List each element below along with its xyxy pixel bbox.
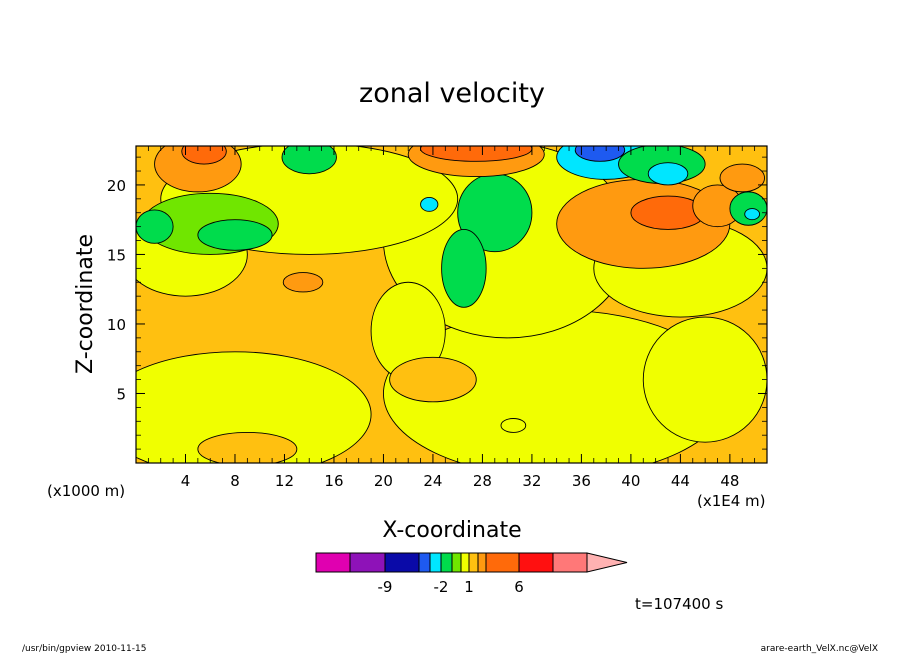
x-tick-label-20: 20	[374, 472, 393, 490]
contour-region-30	[744, 208, 761, 221]
colorbar-label--9: -9	[378, 578, 393, 596]
colorbar-extension-arrow	[586, 552, 628, 573]
y-axis: 5 10 15 20	[107, 156, 767, 450]
colorbar-label--2: -2	[434, 578, 449, 596]
y-tick-label-15: 15	[107, 246, 126, 264]
colorbar-label-1: 1	[464, 578, 474, 596]
contour-region-11	[441, 228, 487, 308]
colorbar-swatch-9	[477, 552, 487, 573]
contour-region-9	[389, 356, 477, 403]
x-tick-label-40: 40	[621, 472, 640, 490]
colorbar-swatch-2	[384, 552, 420, 573]
time-label: t=107400 s	[635, 595, 723, 613]
contour-region-15	[136, 209, 174, 244]
colorbar-swatch-6	[451, 552, 462, 573]
contour-region-27	[647, 162, 689, 186]
contour-region-25	[574, 146, 626, 162]
contour-region-32	[500, 418, 527, 433]
chart-title: zonal velocity	[359, 78, 545, 109]
colorbar-swatch-8	[468, 552, 479, 573]
colorbar-swatch-1	[349, 552, 386, 573]
y-axis-label: Z-coordinate	[73, 234, 98, 374]
x-axis: 4 8 12 16 20 24 28 32 36 40 44 48	[147, 146, 756, 490]
x-tick-label-28: 28	[473, 472, 492, 490]
x-axis-label: X-coordinate	[382, 518, 521, 543]
x-tick-label-24: 24	[423, 472, 442, 490]
y-tick-label-20: 20	[107, 177, 126, 195]
x-tick-label-16: 16	[324, 472, 343, 490]
colorbar-label-6: 6	[514, 578, 524, 596]
plot-frame	[135, 145, 768, 464]
x-unit-right: (x1E4 m)	[697, 492, 766, 510]
colorbar-swatch-11	[518, 552, 554, 573]
contour-region-22	[181, 146, 227, 165]
y-tick-label-10: 10	[107, 316, 126, 334]
colorbar-swatch-5	[440, 552, 453, 573]
contour-region-23	[281, 146, 337, 175]
contour-region-8	[197, 431, 298, 463]
contour-region-1	[136, 351, 372, 463]
heatmap-field	[136, 146, 767, 463]
x-tick-label-32: 32	[522, 472, 541, 490]
x-unit-left: (x1000 m)	[47, 482, 125, 500]
colorbar-swatch-12	[552, 552, 588, 573]
x-tick-label-48: 48	[720, 472, 739, 490]
contour-region-29	[729, 191, 767, 226]
x-tick-label-36: 36	[572, 472, 591, 490]
colorbar: -9 -2 1 6	[315, 552, 628, 596]
x-tick-label-12: 12	[275, 472, 294, 490]
contour-region-28	[719, 163, 765, 193]
colorbar-swatch-3	[418, 552, 431, 573]
footer-right: arare-earth_VelX.nc@VelX	[761, 644, 878, 654]
footer-left: /usr/bin/gpview 2010-11-15	[22, 644, 146, 654]
x-tick-label-4: 4	[181, 472, 191, 490]
contour-region-21	[154, 146, 242, 193]
y-tick-label-5: 5	[116, 385, 126, 403]
colorbar-swatch-4	[429, 552, 442, 573]
x-tick-label-44: 44	[671, 472, 690, 490]
colorbar-swatch-7	[460, 552, 470, 573]
colorbar-swatch-10	[485, 552, 520, 573]
colorbar-swatch-0	[315, 552, 351, 573]
contour-region-20	[420, 146, 533, 162]
contour-region-31	[282, 272, 324, 293]
contour-region-12	[420, 196, 439, 212]
x-tick-label-8: 8	[230, 472, 240, 490]
contour-region-14	[197, 219, 273, 251]
contour-region-2	[642, 316, 767, 443]
